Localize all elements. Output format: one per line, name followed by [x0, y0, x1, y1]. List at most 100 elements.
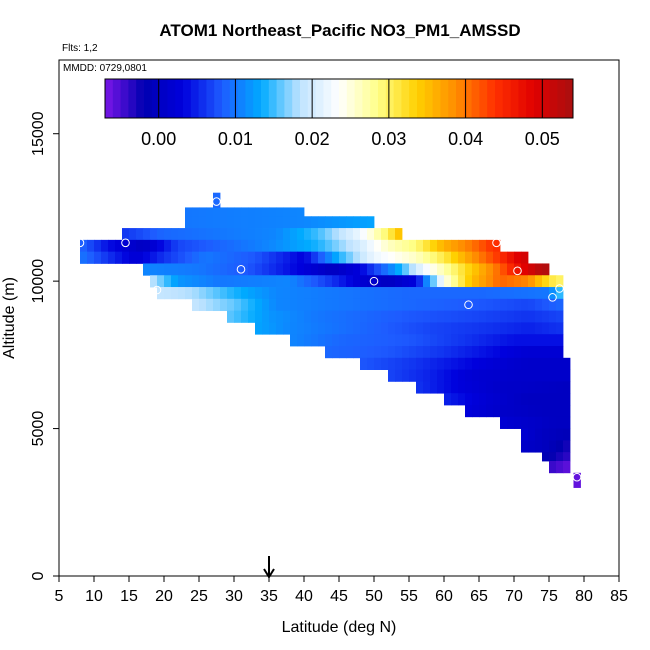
heatmap-cell	[542, 404, 550, 418]
heatmap-cell	[164, 239, 172, 253]
heatmap-cell	[549, 393, 557, 406]
heatmap-cell	[108, 251, 116, 264]
heatmap-cell	[472, 275, 480, 288]
heatmap-cell	[367, 322, 375, 335]
heatmap-cell	[528, 310, 536, 323]
heatmap-cell	[472, 404, 480, 418]
y-axis: 0 5000 10000 15000	[30, 111, 59, 580]
heatmap-cell	[395, 275, 403, 288]
heatmap-cell	[549, 357, 557, 370]
heatmap-cell	[241, 251, 249, 264]
heatmap-cell	[297, 207, 305, 217]
heatmap-cell	[269, 251, 277, 264]
heatmap-cell	[521, 310, 529, 323]
colorbar-segment	[229, 79, 238, 118]
heatmap-cell	[381, 310, 389, 323]
heatmap-cell	[451, 381, 459, 394]
heatmap-cell	[143, 228, 151, 241]
colorbar	[104, 78, 574, 119]
heatmap-cell	[136, 228, 144, 241]
heatmap-cell	[262, 207, 270, 217]
heatmap-cell	[269, 322, 277, 335]
heatmap-cell	[528, 346, 536, 359]
heatmap-cell	[486, 357, 494, 370]
heatmap-cell	[150, 251, 158, 264]
heatmap-cell	[255, 298, 263, 312]
heatmap-cell	[528, 263, 536, 276]
heatmap-cell	[500, 404, 508, 418]
heatmap-cell	[563, 416, 571, 429]
heatmap-cell	[444, 322, 452, 335]
y-tick-label: 15000	[30, 111, 47, 156]
heatmap-cell	[339, 251, 347, 264]
heatmap-cell	[479, 275, 487, 288]
heatmap-cell	[178, 287, 186, 300]
heatmap-cell	[192, 298, 200, 312]
heatmap-cell	[465, 251, 473, 264]
heatmap-cell	[332, 251, 340, 264]
heatmap-cell	[255, 322, 263, 335]
heatmap-cell	[388, 334, 396, 347]
heatmap-cell	[283, 298, 291, 312]
x-tick-label: 15	[120, 588, 138, 605]
heatmap-cell	[430, 322, 438, 335]
heatmap-cell	[430, 381, 438, 394]
heatmap-cell	[514, 334, 522, 347]
heatmap-cell	[318, 287, 326, 300]
heatmap-cell	[185, 287, 193, 300]
heatmap-cell	[213, 216, 221, 229]
colorbar-segment	[510, 79, 519, 118]
heatmap-cell	[458, 275, 466, 288]
heatmap-cell	[472, 357, 480, 370]
heatmap-cell	[360, 263, 368, 276]
heatmap-cell	[500, 287, 508, 300]
heatmap-cell	[556, 440, 564, 453]
heatmap-cell	[465, 310, 473, 323]
heatmap-cell	[199, 275, 207, 288]
x-tick-label: 35	[260, 588, 278, 605]
heatmap-cell	[423, 322, 431, 335]
heatmap-cell	[115, 239, 123, 253]
colorbar-segment	[268, 79, 277, 118]
heatmap-cell	[234, 216, 242, 229]
heatmap-cell	[213, 251, 221, 264]
heatmap-cell	[213, 263, 221, 276]
heatmap-cell	[444, 393, 452, 406]
heatmap-cell	[521, 404, 529, 418]
heatmap-cell	[129, 251, 137, 264]
colorbar-segment	[175, 79, 184, 118]
heatmap-cell	[465, 322, 473, 335]
heatmap-cell	[367, 263, 375, 276]
heatmap-cell	[507, 275, 515, 288]
heatmap-cell	[269, 216, 277, 229]
heatmap-cell	[521, 275, 529, 288]
heatmap-cell	[535, 275, 543, 288]
colorbar-segment	[144, 79, 153, 118]
heatmap-cell	[332, 275, 340, 288]
heatmap-cell	[514, 322, 522, 335]
heatmap-cell	[255, 228, 263, 241]
heatmap-cell	[402, 310, 410, 323]
heatmap-cell	[528, 298, 536, 312]
heatmap-cell	[479, 322, 487, 335]
heatmap-cell	[465, 346, 473, 359]
sample-point	[572, 472, 582, 482]
heatmap-cell	[423, 275, 431, 288]
heatmap-cell	[528, 322, 536, 335]
colorbar-segment	[385, 79, 394, 118]
data-cells	[80, 192, 581, 488]
heatmap-cell	[297, 310, 305, 323]
heatmap-cell	[486, 239, 494, 253]
heatmap-cell	[535, 404, 543, 418]
colorbar-segment	[378, 79, 387, 118]
heatmap-cell	[549, 404, 557, 418]
heatmap-cell	[311, 322, 319, 335]
heatmap-cell	[192, 216, 200, 229]
heatmap-cell	[542, 334, 550, 347]
heatmap-cell	[479, 346, 487, 359]
heatmap-cell	[549, 298, 557, 312]
heatmap-cell	[234, 228, 242, 241]
heatmap-cell	[360, 298, 368, 312]
heatmap-cell	[430, 251, 438, 264]
heatmap-cell	[80, 251, 88, 264]
